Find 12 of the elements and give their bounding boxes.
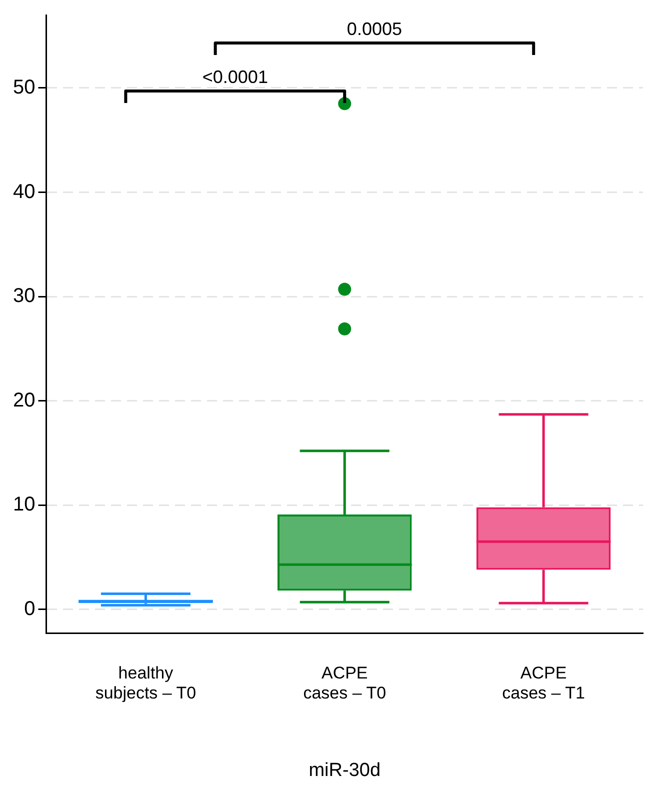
- annotation: 0.0005: [346, 18, 402, 39]
- y-tick-label: 30: [12, 285, 36, 308]
- x-tick-label: ACPE cases – T0: [303, 663, 386, 703]
- y-tick-label: 50: [12, 76, 36, 99]
- y-tick-label: 40: [12, 180, 36, 203]
- y-tick-label: 20: [12, 389, 36, 412]
- x-axis-title: miR-30d: [308, 760, 381, 781]
- y-tick-label: 0: [24, 598, 36, 620]
- x-tick-label: healthy subjects – T0: [95, 663, 196, 703]
- annotation: <0.0001: [202, 66, 268, 87]
- y-tick-label: 10: [12, 494, 36, 516]
- x-tick-label: ACPE cases – T1: [502, 663, 585, 703]
